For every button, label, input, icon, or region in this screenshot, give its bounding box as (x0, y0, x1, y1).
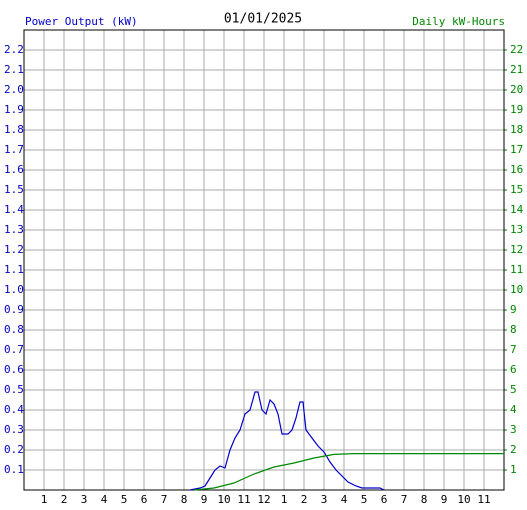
x-tick-label: 9 (201, 493, 208, 506)
y2-tick-label: 14 (510, 203, 524, 216)
y2-tick-label: 18 (510, 123, 523, 136)
y2-tick-label: 8 (510, 323, 517, 336)
x-tick-label: 6 (141, 493, 148, 506)
y-tick-label: 1.3 (4, 223, 24, 236)
y2-axis-label: Daily kW-Hours (412, 15, 505, 28)
y2-tick-label: 9 (510, 303, 517, 316)
y2-tick-label: 21 (510, 63, 523, 76)
x-tick-label: 2 (61, 493, 68, 506)
x-tick-label: 5 (361, 493, 368, 506)
series-line (189, 391, 385, 491)
y-tick-label: 1.7 (4, 143, 24, 156)
y2-tick-label: 12 (510, 243, 523, 256)
x-tick-label: 12 (257, 493, 270, 506)
x-tick-label: 5 (121, 493, 128, 506)
x-tick-label: 10 (457, 493, 470, 506)
y-tick-label: 1.5 (4, 183, 24, 196)
y-tick-label: 1.1 (4, 263, 24, 276)
x-tick-label: 10 (217, 493, 230, 506)
y2-tick-label: 4 (510, 403, 517, 416)
y2-tick-label: 3 (510, 423, 517, 436)
chart-title: 01/01/2025 (224, 12, 302, 27)
x-tick-label: 1 (41, 493, 48, 506)
y-tick-label: 2.2 (4, 43, 24, 56)
x-tick-label: 1 (281, 493, 288, 506)
y-tick-label: 1.8 (4, 123, 24, 136)
x-tick-label: 4 (341, 493, 348, 506)
y2-tick-label: 13 (510, 223, 523, 236)
x-tick-label: 3 (81, 493, 88, 506)
y-tick-label: 0.6 (4, 363, 24, 376)
x-tick-label: 11 (237, 493, 250, 506)
y-tick-label: 0.7 (4, 343, 24, 356)
y-tick-label: 1.6 (4, 163, 24, 176)
y-tick-label: 1.0 (4, 283, 24, 296)
y-tick-label: 2.0 (4, 83, 24, 96)
y-tick-label: 0.5 (4, 383, 24, 396)
x-tick-label: 7 (161, 493, 168, 506)
y-tick-label: 2.1 (4, 63, 24, 76)
y2-tick-label: 20 (510, 83, 523, 96)
y2-tick-label: 15 (510, 183, 523, 196)
x-tick-label: 11 (477, 493, 490, 506)
y-tick-label: 0.3 (4, 423, 24, 436)
x-tick-label: 3 (321, 493, 328, 506)
y2-tick-label: 19 (510, 103, 523, 116)
y-tick-label: 1.4 (4, 203, 24, 216)
y-tick-label: 0.2 (4, 443, 24, 456)
y2-tick-label: 10 (510, 283, 523, 296)
y2-tick-label: 17 (510, 143, 523, 156)
y-tick-label: 0.1 (4, 463, 24, 476)
x-tick-label: 6 (381, 493, 388, 506)
y2-tick-label: 5 (510, 383, 517, 396)
y2-tick-label: 11 (510, 263, 523, 276)
y-tick-label: 0.9 (4, 303, 24, 316)
x-tick-label: 2 (301, 493, 308, 506)
y2-tick-label: 22 (510, 43, 523, 56)
y-axis-label: Power Output (kW) (25, 15, 138, 28)
x-tick-label: 8 (181, 493, 188, 506)
x-tick-label: 8 (421, 493, 428, 506)
y2-tick-label: 1 (510, 463, 517, 476)
x-tick-label: 7 (401, 493, 408, 506)
plot-border (23, 29, 505, 491)
x-tick-label: 9 (441, 493, 448, 506)
x-tick-label: 4 (101, 493, 108, 506)
y-tick-label: 0.4 (4, 403, 24, 416)
series-line (193, 453, 504, 491)
y2-tick-label: 6 (510, 363, 517, 376)
y2-tick-label: 16 (510, 163, 523, 176)
y2-tick-label: 7 (510, 343, 517, 356)
y2-tick-label: 2 (510, 443, 517, 456)
y-tick-label: 1.9 (4, 103, 24, 116)
y-tick-label: 0.8 (4, 323, 24, 336)
y-tick-label: 1.2 (4, 243, 24, 256)
